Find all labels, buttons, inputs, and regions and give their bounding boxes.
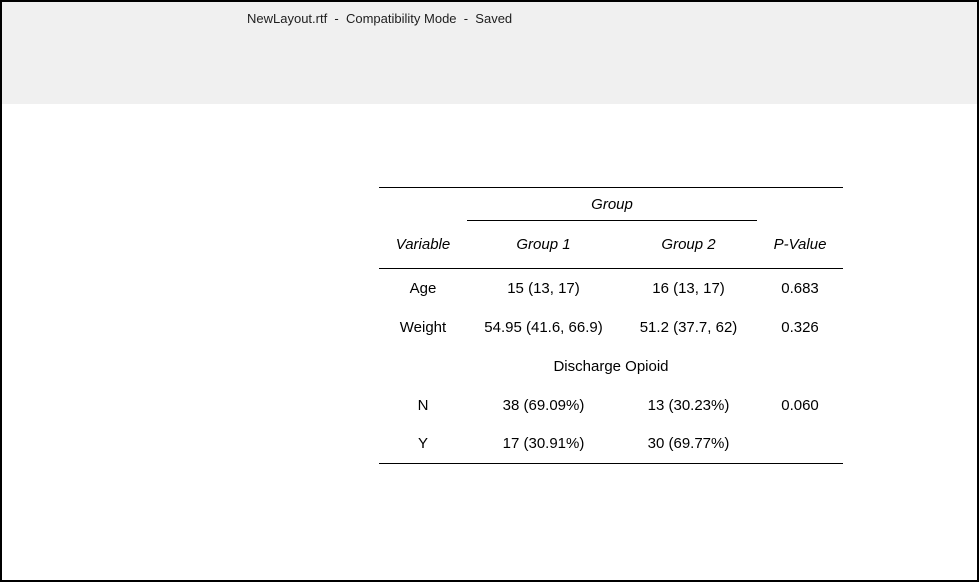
table-row-age: Age 15 (13, 17) 16 (13, 17) 0.683 xyxy=(379,269,843,308)
spanner-empty-right xyxy=(757,188,843,221)
cell-y-level: Y xyxy=(417,435,428,453)
col-header-group1: Group 1 xyxy=(467,220,620,269)
cell-n-group1: 38 (69.09%) xyxy=(502,396,585,414)
document-page[interactable]: Group Variable Group 1 Group 2 P-Value A… xyxy=(2,104,977,580)
cell-age-variable: Age xyxy=(409,279,437,297)
spanner-empty-left xyxy=(379,188,467,221)
cell-discharge-opioid-label: Discharge Opioid xyxy=(553,357,669,375)
table-row-y: Y 17 (30.91%) 30 (69.77%) xyxy=(379,425,843,464)
table-row-weight: Weight 54.95 (41.6, 66.9) 51.2 (37.7, 62… xyxy=(379,308,843,347)
table-row-n: N 38 (69.09%) 13 (30.23%) 0.060 xyxy=(379,386,843,425)
summary-table: Group Variable Group 1 Group 2 P-Value A… xyxy=(379,187,844,464)
group-spanner-header: Group xyxy=(467,187,758,221)
table-row-headers: Variable Group 1 Group 2 P-Value xyxy=(379,220,844,269)
table-row-spanner: Group xyxy=(379,187,843,221)
col-header-pvalue: P-Value xyxy=(757,220,844,269)
cell-n-group2: 13 (30.23%) xyxy=(647,396,730,414)
cell-y-group1: 17 (30.91%) xyxy=(502,435,585,453)
cell-weight-pvalue: 0.326 xyxy=(781,318,819,336)
table-row-discharge-opioid: Discharge Opioid xyxy=(379,347,843,386)
cell-age-pvalue: 0.683 xyxy=(781,279,819,297)
window-title: NewLayout.rtf - Compatibility Mode - Sav… xyxy=(247,11,513,26)
cell-weight-variable: Weight xyxy=(399,318,447,336)
cell-n-pvalue: 0.060 xyxy=(781,396,819,414)
titlebar[interactable]: NewLayout.rtf - Compatibility Mode - Sav… xyxy=(2,2,977,104)
col-header-group2: Group 2 xyxy=(620,220,758,269)
cell-age-group2: 16 (13, 17) xyxy=(652,279,725,297)
cell-y-pvalue xyxy=(757,425,843,464)
cell-y-group2: 30 (69.77%) xyxy=(647,435,730,453)
cell-weight-group2: 51.2 (37.7, 62) xyxy=(639,318,738,336)
col-header-variable: Variable xyxy=(379,220,467,269)
cell-n-level: N xyxy=(417,396,429,414)
cell-age-group1: 15 (13, 17) xyxy=(507,279,580,297)
cell-weight-group1: 54.95 (41.6, 66.9) xyxy=(484,318,603,336)
